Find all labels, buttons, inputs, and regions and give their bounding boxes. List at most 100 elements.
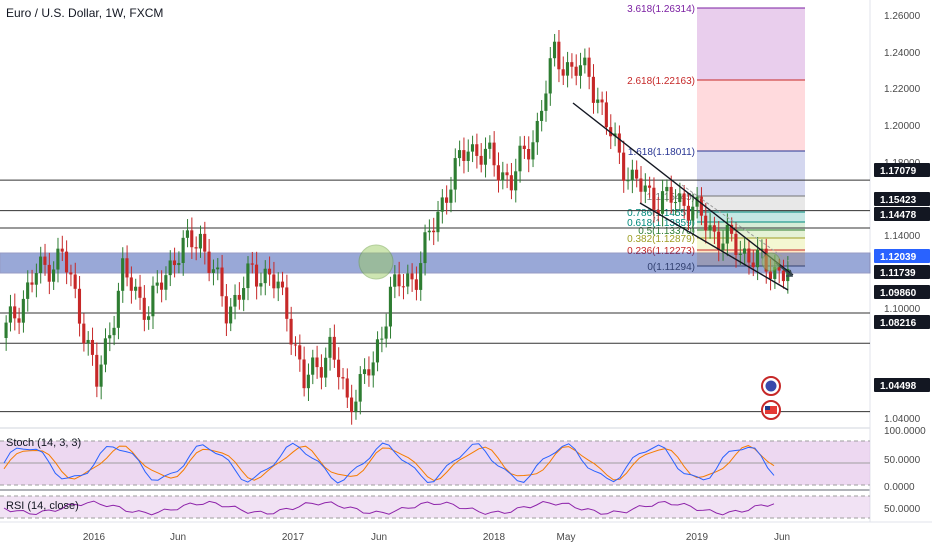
candle-body: [514, 171, 518, 191]
candle-body: [747, 248, 751, 263]
candle-body: [190, 230, 194, 248]
candle-body: [285, 287, 289, 319]
candle-body: [69, 272, 73, 275]
candle-body: [354, 401, 358, 413]
candle-body: [147, 316, 151, 320]
price-tag: [874, 249, 930, 263]
candle-body: [388, 286, 392, 327]
price-tag-label: 1.17079: [880, 166, 917, 177]
candle-body: [522, 145, 526, 150]
candle-body: [665, 186, 669, 192]
candle-body: [233, 294, 237, 307]
candle-body: [406, 273, 410, 287]
candle-body: [203, 233, 207, 252]
candle-body: [397, 274, 401, 287]
price-tick-label: 1.24000: [884, 48, 921, 59]
candle-body: [742, 248, 747, 254]
highlight-circle[interactable]: [358, 244, 394, 280]
candle-body: [419, 263, 423, 290]
candle-body: [557, 41, 561, 70]
candle-body: [259, 283, 263, 287]
candle-body: [574, 66, 578, 76]
candle-body: [8, 306, 12, 323]
candle-body: [695, 196, 699, 207]
candle-body: [440, 197, 444, 212]
time-axis-label: Jun: [774, 532, 790, 543]
stoch-label: Stoch (14, 3, 3): [6, 437, 82, 449]
price-tag: [874, 265, 930, 279]
support-zone-rectangle[interactable]: [0, 252, 871, 274]
candle-body: [134, 286, 138, 291]
candle-body: [103, 338, 107, 365]
candle-body: [699, 196, 703, 216]
trend-line[interactable]: [639, 202, 789, 291]
time-axis-label: May: [557, 532, 576, 543]
candle-body: [768, 271, 773, 279]
candle-body: [328, 336, 332, 358]
price-tick-label: 1.20000: [884, 121, 921, 132]
candle-body: [155, 282, 159, 286]
fib-level-label: 0.5(1.13370): [638, 226, 695, 237]
price-tag: [874, 315, 930, 329]
candle-body: [21, 298, 25, 323]
candle-body: [211, 269, 215, 273]
candle-body: [250, 263, 254, 265]
trend-line[interactable]: [681, 184, 791, 263]
candle-body: [362, 369, 367, 375]
candle-body: [293, 344, 297, 346]
candle-body: [730, 224, 734, 234]
rsi-label: RSI (14, close): [6, 500, 79, 512]
price-tick-label: 1.04000: [884, 414, 921, 425]
candle-body: [527, 149, 531, 160]
price-tag-label: 1.11739: [880, 268, 916, 279]
candle-body: [626, 180, 630, 182]
candle-body: [43, 256, 47, 265]
candle-body: [315, 357, 319, 368]
candle-body: [47, 264, 51, 282]
price-tag-label: 1.08216: [880, 318, 917, 329]
candle-body: [410, 273, 414, 280]
time-axis-label: Jun: [170, 532, 186, 543]
candle-body: [345, 378, 349, 398]
candle-body: [229, 306, 233, 324]
price-tick-label: 1.22000: [884, 84, 921, 95]
candle-body: [341, 377, 345, 379]
candle-body: [596, 99, 600, 103]
candle-body: [349, 397, 354, 413]
candle-body: [82, 323, 86, 344]
candle-body: [483, 148, 487, 165]
candle-body: [544, 93, 548, 111]
highlight-circle[interactable]: [761, 252, 781, 272]
candle-body: [717, 231, 721, 251]
fib-zone: [697, 222, 805, 230]
candle-body: [704, 215, 708, 231]
candle-body: [39, 256, 43, 274]
candle-body: [721, 243, 725, 251]
candle-body: [457, 150, 462, 159]
candle-body: [384, 326, 388, 339]
fib-level-label: 0.618(1.13859): [627, 218, 695, 229]
candle-body: [436, 211, 440, 233]
time-axis-label: 2016: [83, 532, 106, 543]
candle-body: [272, 274, 276, 289]
candle-body: [427, 230, 431, 233]
time-axis-label: Jun: [371, 532, 387, 543]
candle-body: [198, 233, 202, 249]
candle-body: [673, 202, 678, 204]
candle-body: [712, 225, 716, 232]
candle-body: [686, 205, 690, 221]
candle-body: [652, 187, 656, 210]
candle-body: [773, 267, 777, 279]
candle-body: [181, 237, 185, 263]
candle-body: [367, 369, 371, 376]
candle-body: [164, 275, 168, 290]
price-tag-label: 1.14478: [880, 210, 917, 221]
candle-body: [643, 185, 647, 192]
candle-body: [656, 209, 660, 214]
candle-body: [630, 169, 634, 181]
trend-line[interactable]: [572, 102, 794, 276]
candle-body: [185, 230, 190, 238]
candle-body: [531, 142, 535, 160]
fib-level-label: 0.236(1.12273): [627, 246, 695, 257]
